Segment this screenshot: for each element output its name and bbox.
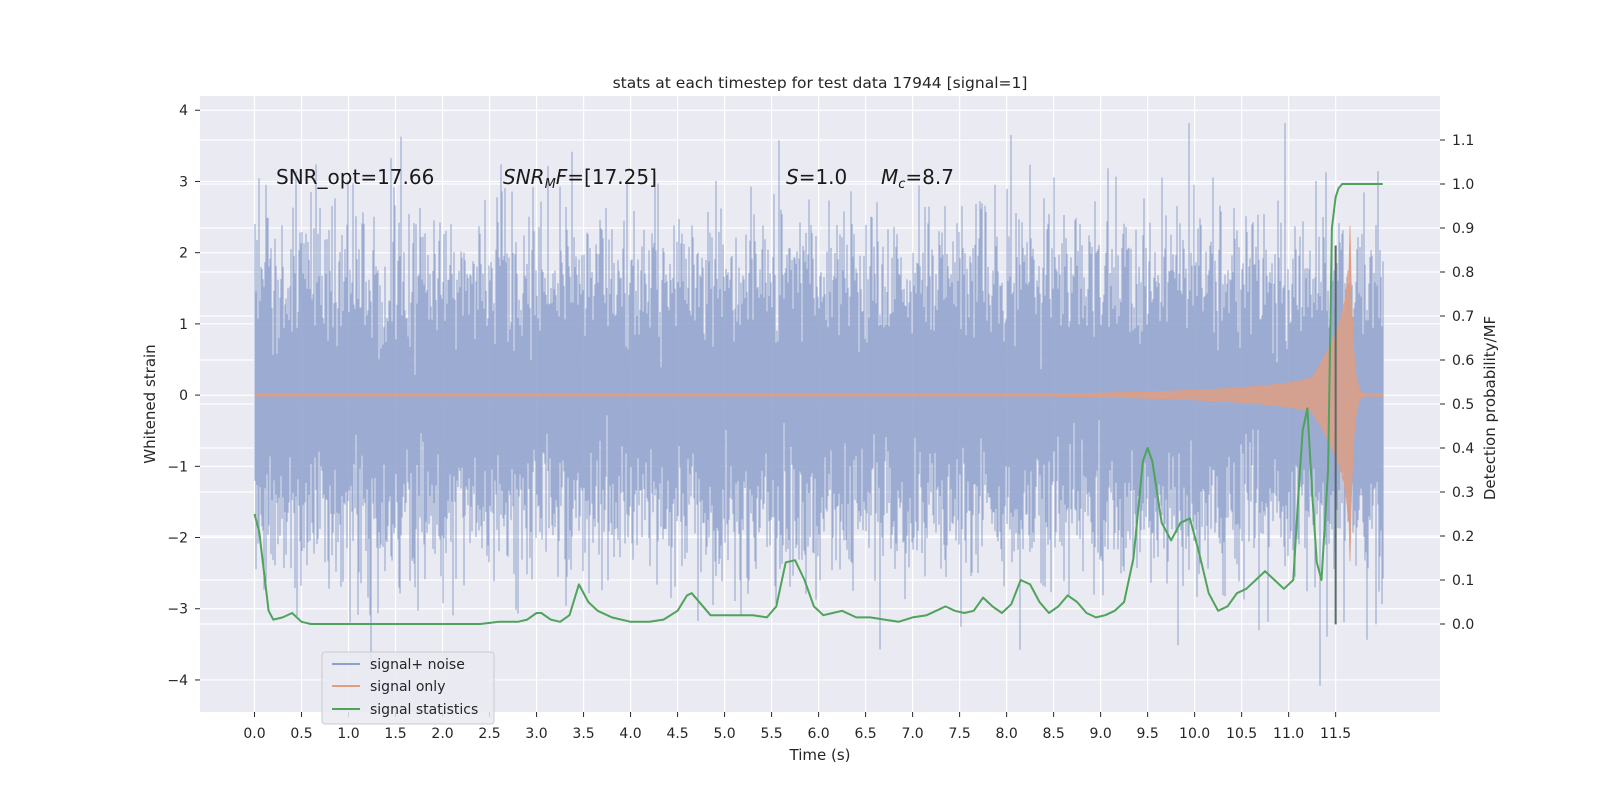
annotation-snr-mf: SNRMF=[17.25] (503, 165, 657, 192)
annotation-snr-mf-base: SNR (503, 165, 545, 189)
x-tick-label-17: 8.5 (1042, 726, 1064, 742)
annotation-mc: Mc=8.7 (881, 165, 954, 192)
y-left-tick-label-1: 3 (179, 174, 188, 190)
x-tick-label-2: 1.0 (337, 726, 359, 742)
y-right-tick-label-1: 1.0 (1452, 177, 1474, 193)
annotation-s-value: =1.0 (799, 165, 848, 189)
legend-label-signal-statistics: signal statistics (370, 702, 478, 718)
y-right-tick-label-9: 0.2 (1452, 529, 1474, 545)
annotation-mc-base: M (881, 165, 898, 189)
annotation-s: S=1.0 (786, 165, 847, 189)
y-left-axis-ticks: 4 3 2 1 0 −1 −2 −3 −4 (167, 103, 200, 689)
x-tick-label-11: 5.5 (760, 726, 782, 742)
y-left-tick-label-8: −4 (167, 673, 188, 689)
x-tick-label-18: 9.0 (1089, 726, 1111, 742)
x-tick-label-8: 4.0 (619, 726, 641, 742)
x-tick-label-22: 11.0 (1273, 726, 1304, 742)
y-left-tick-label-5: −1 (167, 459, 188, 475)
annotation-snr-opt: SNR_opt=17.66 (276, 165, 434, 189)
y-right-tick-label-7: 0.4 (1452, 441, 1474, 457)
x-tick-label-0: 0.0 (243, 726, 265, 742)
x-axis-label: Time (s) (789, 746, 851, 764)
annotation-snr-mf-value: =[17.25] (567, 165, 657, 189)
annotation-mc-sub: c (898, 177, 905, 192)
annotation-snr-mf-rest: F (556, 165, 568, 189)
annotation-mc-value: =8.7 (905, 165, 954, 189)
y-right-tick-label-10: 0.1 (1452, 573, 1474, 589)
x-tick-label-9: 4.5 (666, 726, 688, 742)
x-tick-label-14: 7.0 (901, 726, 923, 742)
legend-box (321, 651, 495, 725)
x-tick-label-3: 1.5 (384, 726, 406, 742)
x-tick-label-13: 6.5 (854, 726, 876, 742)
y-right-tick-label-6: 0.5 (1452, 397, 1474, 413)
y-right-tick-label-11: 0.0 (1452, 617, 1474, 633)
legend-label-signal-only: signal only (370, 679, 445, 695)
y-right-tick-label-2: 0.9 (1452, 221, 1474, 237)
y-right-tick-label-3: 0.8 (1452, 265, 1474, 281)
x-tick-label-15: 7.5 (948, 726, 970, 742)
x-tick-label-5: 2.5 (478, 726, 500, 742)
x-tick-label-23: 11.5 (1320, 726, 1351, 742)
y-right-tick-label-0: 1.1 (1452, 133, 1474, 149)
series-signal-plus-noise (254, 123, 1384, 686)
x-tick-label-12: 6.0 (807, 726, 829, 742)
series-signal-only (254, 225, 1384, 625)
y-left-axis-label: Whitened strain (141, 344, 159, 463)
y-right-axis-ticks: 1.1 1.0 0.9 0.8 0.7 0.6 0.5 0.4 0.3 0.2 0.1 0.0 (1440, 133, 1474, 633)
x-tick-label-20: 10.0 (1179, 726, 1210, 742)
y-right-tick-label-5: 0.6 (1452, 353, 1474, 369)
series-signal-statistics (253, 183, 1383, 625)
x-tick-label-7: 3.5 (572, 726, 594, 742)
signal-statistics-line (253, 183, 1383, 625)
signal-only-area (254, 225, 1384, 562)
legend-label-signal-plus-noise: signal+ noise (370, 657, 465, 673)
y-left-tick-label-0: 4 (179, 103, 188, 119)
chart-title: stats at each timestep for test data 179… (613, 74, 1028, 92)
x-tick-label-10: 5.0 (713, 726, 735, 742)
x-tick-label-4: 2.0 (431, 726, 453, 742)
x-tick-label-6: 3.0 (525, 726, 547, 742)
annotation-snr-mf-sub: M (545, 177, 556, 192)
x-tick-label-1: 0.5 (290, 726, 312, 742)
y-right-tick-label-4: 0.7 (1452, 309, 1474, 325)
x-tick-label-19: 9.5 (1136, 726, 1158, 742)
signal-plus-noise-line (254, 123, 1384, 686)
y-left-tick-label-7: −3 (167, 602, 188, 618)
annotation-s-symbol: S (786, 165, 799, 189)
y-right-axis-label: Detection probability/MF (1481, 316, 1499, 500)
y-left-tick-label-2: 2 (179, 246, 188, 262)
y-left-tick-label-4: 0 (179, 388, 188, 404)
y-right-tick-label-8: 0.3 (1452, 485, 1474, 501)
y-left-tick-label-3: 1 (179, 317, 188, 333)
x-tick-label-16: 8.0 (995, 726, 1017, 742)
x-tick-label-21: 10.5 (1226, 726, 1257, 742)
y-left-tick-label-6: −2 (167, 531, 188, 547)
legend: signal+ noise signal only signal statist… (321, 651, 495, 725)
x-axis-ticks: 0.0 0.5 1.0 1.5 2.0 2.5 3.0 3.5 4.0 4.5 5.0 5.5 6.0 6… (243, 712, 1351, 742)
